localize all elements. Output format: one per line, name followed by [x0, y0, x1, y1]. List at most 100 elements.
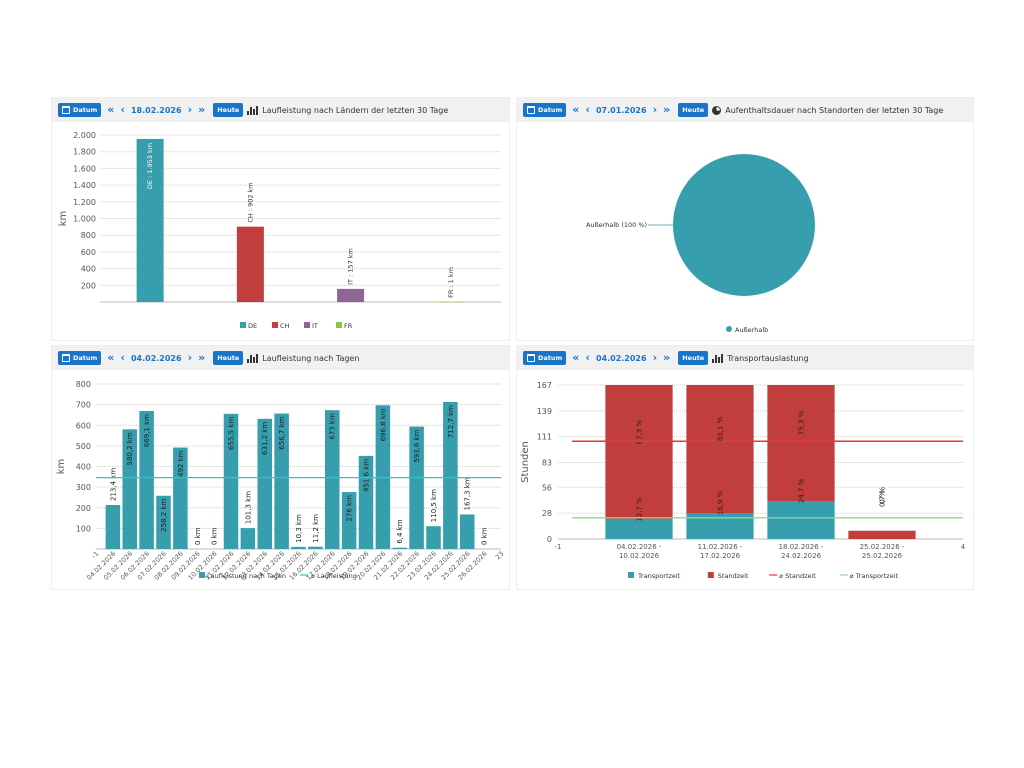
bar-standzeit [848, 530, 916, 539]
data-label: 0 km [194, 527, 202, 545]
first-page-icon[interactable]: « [107, 103, 115, 116]
data-label: 0 km [481, 527, 489, 545]
datum-button[interactable]: Datum [523, 351, 567, 365]
selected-date[interactable]: 04.02.2026 [595, 353, 647, 363]
data-label: 451,6 km [363, 459, 371, 492]
x-tick-label: 17.02.2026 [700, 552, 741, 560]
panel-title: Transportauslastung [727, 353, 809, 363]
data-label-transportzeit: 24,7 % [798, 478, 806, 503]
bar-day [257, 418, 273, 549]
prev-page-icon[interactable]: ‹ [585, 351, 590, 364]
data-label: 276 km [346, 495, 354, 522]
bar-standzeit [605, 385, 673, 520]
last-page-icon[interactable]: » [663, 103, 671, 116]
next-page-icon[interactable]: › [652, 103, 658, 116]
bar-day [240, 528, 256, 549]
calendar-icon [527, 354, 535, 362]
y-tick-label: 111 [537, 433, 552, 442]
y-tick-label: 167 [537, 381, 552, 390]
y-tick-label: 600 [81, 248, 96, 257]
country-mileage-chart: 200 400 600 800 1.000 1.200 1.400 1.600 1.800 2.0… [58, 131, 501, 330]
legend-swatch [726, 326, 732, 332]
bar-day [443, 402, 458, 549]
x-tick-label: 10.02.2026 [619, 552, 660, 560]
data-label: 213,4 km [109, 468, 117, 501]
y-tick-label: 1.000 [73, 215, 96, 224]
prev-page-icon[interactable]: ‹ [585, 103, 590, 116]
x-tick-label: 04.02.2026 - [617, 543, 662, 551]
data-label: DE : 1.953 km [146, 143, 154, 189]
bar-day [274, 413, 289, 549]
data-label-standzeit: 87,3 % [636, 420, 644, 445]
today-button[interactable]: Heute [213, 351, 244, 365]
today-button[interactable]: Heute [678, 351, 709, 365]
data-label: 655,5 km [228, 417, 236, 450]
panel-location-duration: Datum « ‹ 07.01.2026 › » Heute Aufenthal… [516, 97, 974, 341]
y-tick-label: 1.400 [73, 181, 96, 190]
panel-title: Aufenthaltsdauer nach Standorten der let… [725, 105, 944, 115]
selected-date[interactable]: 07.01.2026 [595, 105, 647, 115]
datum-button[interactable]: Datum [58, 351, 102, 365]
selected-date[interactable]: 04.02.2026 [130, 353, 182, 363]
y-tick-label: 200 [76, 504, 91, 513]
bar-day [341, 492, 357, 549]
datum-button[interactable]: Datum [58, 103, 102, 117]
legend-swatch [199, 572, 205, 578]
first-page-icon[interactable]: « [572, 103, 580, 116]
bar-day [358, 455, 374, 549]
bar-day [139, 410, 154, 549]
legend-label: ⌀ Laufleistung [311, 572, 357, 580]
legend-label: Standzeit [718, 572, 749, 580]
bar-day [324, 410, 340, 549]
first-page-icon[interactable]: « [107, 351, 115, 364]
y-tick-label: 300 [76, 483, 91, 492]
y-tick-label: 600 [76, 421, 91, 430]
last-page-icon[interactable]: » [198, 103, 206, 116]
legend-swatch [628, 572, 634, 578]
x-tick-label: 4 [961, 543, 966, 551]
bar-day [291, 546, 306, 549]
y-axis-label: km [58, 211, 69, 227]
data-label: 110,5 km [430, 489, 438, 522]
data-label-standzeit: 75,3 % [798, 410, 806, 435]
first-page-icon[interactable]: « [572, 351, 580, 364]
bar-day [392, 547, 408, 549]
y-tick-label: 28 [542, 509, 552, 518]
datum-button[interactable]: Datum [523, 103, 567, 117]
bar-day [105, 504, 121, 549]
data-label-standzeit: 83,1 % [717, 416, 725, 441]
x-tick-label: -1 [555, 543, 562, 551]
x-tick-label: 23 [494, 550, 506, 562]
today-button[interactable]: Heute [213, 103, 244, 117]
bar-day [459, 514, 475, 549]
data-label: 669,1 km [143, 414, 151, 447]
data-label: IT : 157 km [347, 248, 355, 285]
datum-label: Datum [538, 354, 563, 362]
data-label: FR : 1 km [447, 267, 455, 298]
legend-label: FR [344, 322, 353, 330]
legend-label: IT [312, 322, 318, 330]
next-page-icon[interactable]: › [187, 103, 193, 116]
data-label: 6,4 km [396, 519, 404, 543]
selected-date[interactable]: 18.02.2026 [130, 105, 182, 115]
data-label: 101,3 km [244, 491, 252, 524]
bar-day [409, 426, 424, 549]
pie-data-label: Außerhalb (100 %) [586, 221, 647, 229]
data-label: 580,2 km [126, 432, 134, 465]
location-duration-chart: Außerhalb (100 %) Außerhalb [586, 154, 815, 334]
legend-label: Laufleistung nach Tagen [207, 572, 286, 580]
next-page-icon[interactable]: › [652, 351, 658, 364]
datum-label: Datum [73, 106, 98, 114]
calendar-icon [62, 354, 70, 362]
prev-page-icon[interactable]: ‹ [120, 103, 125, 116]
panel-country-mileage: Datum « ‹ 18.02.2026 › » Heute Laufleist… [51, 97, 510, 341]
datum-label: Datum [538, 106, 563, 114]
bar-day [308, 546, 323, 549]
bar-de [136, 138, 164, 302]
prev-page-icon[interactable]: ‹ [120, 351, 125, 364]
last-page-icon[interactable]: » [663, 351, 671, 364]
last-page-icon[interactable]: » [198, 351, 206, 364]
x-tick-label: 24.02.2026 [781, 552, 822, 560]
today-button[interactable]: Heute [678, 103, 709, 117]
next-page-icon[interactable]: › [187, 351, 193, 364]
